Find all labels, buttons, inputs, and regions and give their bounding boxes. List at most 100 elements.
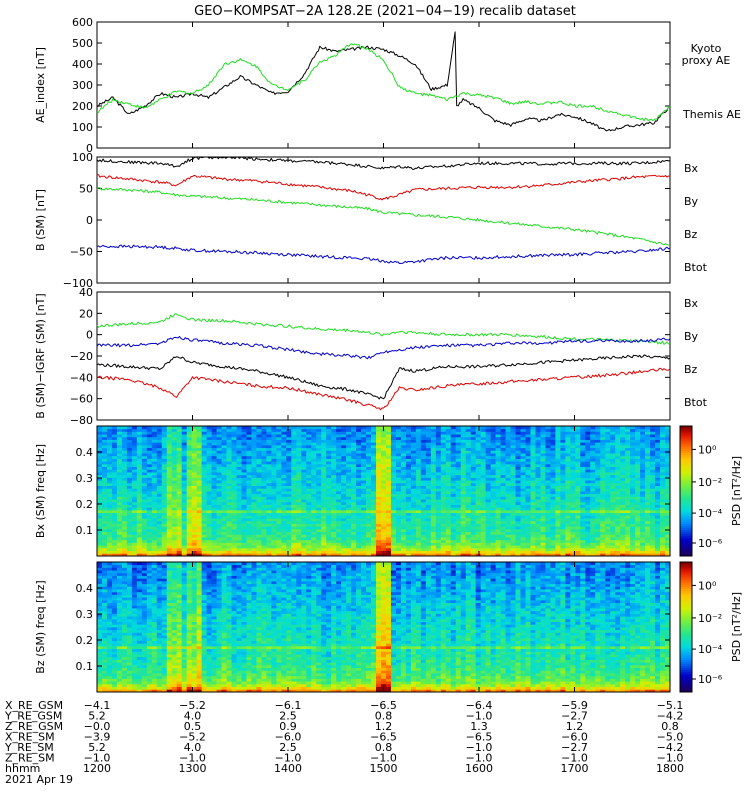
ephemeris-value: 4.0 (184, 741, 202, 754)
legend-by: By (684, 195, 699, 208)
ephemeris-label: hhmm (5, 762, 40, 775)
ephemeris-value: −1.0 (466, 741, 493, 754)
panel-1-ylabel: B (SM) [nT] (34, 189, 47, 251)
spectrogram-4 (97, 562, 671, 693)
y-tick-label: 500 (72, 37, 93, 50)
y-tick-label: −50 (70, 246, 93, 259)
colorbar-4 (679, 561, 693, 693)
colorbar-tick-label: 10⁻² (698, 612, 722, 625)
legend-bz: Bz (684, 228, 698, 241)
ephemeris-table: X_RE_GSM −4.1 −5.2 −6.1 −6.5 −6.4 −5.9 −5.1 Y_RE… (4, 699, 684, 786)
spectrogram-3 (97, 426, 671, 557)
y-tick-label: −80 (70, 414, 93, 427)
panel-1-frame (96, 156, 671, 284)
series-line-bz (96, 367, 671, 411)
ephemeris-value: 0.5 (184, 720, 202, 733)
ephemeris-value: −6.5 (370, 731, 397, 744)
y-tick-label: −100 (63, 277, 93, 290)
y-tick-label: 0 (86, 329, 93, 342)
ephemeris-value: 1.2 (566, 720, 584, 733)
panel-2-frame (96, 291, 671, 421)
ephemeris-value: −6.0 (275, 731, 302, 744)
ephemeris-value: −5.0 (657, 731, 684, 744)
ephemeris-value: 4.0 (184, 710, 202, 723)
ephemeris-value: 1500 (370, 762, 398, 775)
ephemeris-label: Y_RE_SM (4, 741, 54, 754)
ephemeris-value: −1.0 (561, 752, 588, 765)
ephemeris-value: 2.5 (279, 741, 297, 754)
ephemeris-value: −6.4 (466, 699, 493, 712)
y-tick-label: 600 (72, 16, 93, 29)
panel-2-ylabel: B (SM)−IGRF (SM) [nT] (34, 293, 47, 418)
ephemeris-value: 0.8 (661, 720, 679, 733)
ephemeris-value: −0.0 (84, 720, 111, 733)
ephemeris-value: −1.0 (275, 752, 302, 765)
panel-4-ylabel: Bz (SM) freq [Hz] (34, 580, 47, 673)
ephemeris-value: 1800 (656, 762, 684, 775)
y-tick-label: 0.1 (76, 660, 94, 673)
ephemeris-label: Z_RE_SM (5, 752, 55, 765)
y-tick-label: 0.4 (76, 582, 94, 595)
y-tick-label: −20 (70, 350, 93, 363)
ephemeris-value: −6.0 (561, 731, 588, 744)
ephemeris-value: −2.7 (561, 741, 588, 754)
y-tick-label: 300 (72, 79, 93, 92)
y-tick-label: 100 (72, 121, 93, 134)
ephemeris-value: −5.1 (657, 699, 684, 712)
ephemeris-value: −5.2 (179, 699, 206, 712)
ephemeris-label: X_RE_SM (5, 731, 55, 744)
y-tick-label: −60 (70, 393, 93, 406)
legend-bx: Bx (684, 162, 699, 175)
series-line-kyoto-proxy-ae (96, 43, 671, 122)
series-line-by (96, 187, 671, 246)
ephemeris-value: −1.0 (466, 710, 493, 723)
legend-by: By (684, 330, 699, 343)
colorbar-tick-label: 10⁰ (698, 443, 717, 456)
ephemeris-value: 1.3 (470, 720, 488, 733)
colorbar-tick-label: 10⁰ (698, 579, 717, 592)
legend-themis-ae: Themis AE (682, 108, 741, 121)
ephemeris-value: −4.1 (84, 699, 111, 712)
legend-btot: Btot (684, 261, 708, 274)
ephemeris-value: −1.0 (657, 752, 684, 765)
y-tick-label: 0.4 (76, 446, 94, 459)
ephemeris-value: −2.7 (561, 710, 588, 723)
ephemeris-value: 2.5 (279, 710, 297, 723)
ephemeris-value: −1.0 (179, 752, 206, 765)
ephemeris-value: 1400 (274, 762, 302, 775)
colorbar-tick-label: 10⁻⁴ (698, 507, 723, 520)
series-line-btot (96, 156, 671, 170)
ephemeris-value: −1.0 (466, 752, 493, 765)
series-line-themis-ae (96, 31, 671, 132)
ephemeris-value: 1700 (561, 762, 589, 775)
y-tick-label: 0.2 (76, 498, 94, 511)
y-tick-label: 0.1 (76, 524, 94, 537)
colorbar-label: PSD [nT²/Hz] (730, 592, 743, 662)
legend-bx: Bx (684, 297, 699, 310)
y-tick-label: 100 (72, 151, 93, 164)
ephemeris-value: 5.2 (88, 741, 106, 754)
ephemeris-value: 1200 (83, 762, 111, 775)
legend-kyoto-proxy-ae: proxy AE (682, 54, 731, 67)
ephemeris-value: −1.0 (370, 752, 397, 765)
footer-date: 2021 Apr 19 (5, 773, 73, 786)
series-line-bx (96, 244, 671, 264)
ephemeris-value: 0.8 (375, 741, 393, 754)
panel-3-ylabel: Bx (SM) freq [Hz] (34, 444, 47, 538)
ephemeris-value: 1.2 (375, 720, 393, 733)
ephemeris-value: 1600 (465, 762, 493, 775)
colorbar-tick-label: 10⁻⁴ (698, 643, 723, 656)
y-tick-label: 0.3 (76, 608, 94, 621)
chart-title: GEO−KOMPSAT−2A 128.2E (2021−04−19) recal… (194, 4, 576, 19)
panel-0-ylabel: AE_index [nT] (34, 47, 47, 123)
colorbar-tick-label: 10⁻² (698, 476, 722, 489)
panel-0-frame (96, 21, 671, 149)
series-line-btot (96, 354, 671, 400)
series-line-bx (96, 336, 671, 360)
y-tick-label: 40 (79, 286, 93, 299)
ephemeris-value: 1300 (179, 762, 207, 775)
colorbar-3 (679, 425, 693, 557)
legend-kyoto-proxy-ae: Kyoto (691, 42, 722, 55)
ephemeris-value: −1.0 (84, 752, 111, 765)
